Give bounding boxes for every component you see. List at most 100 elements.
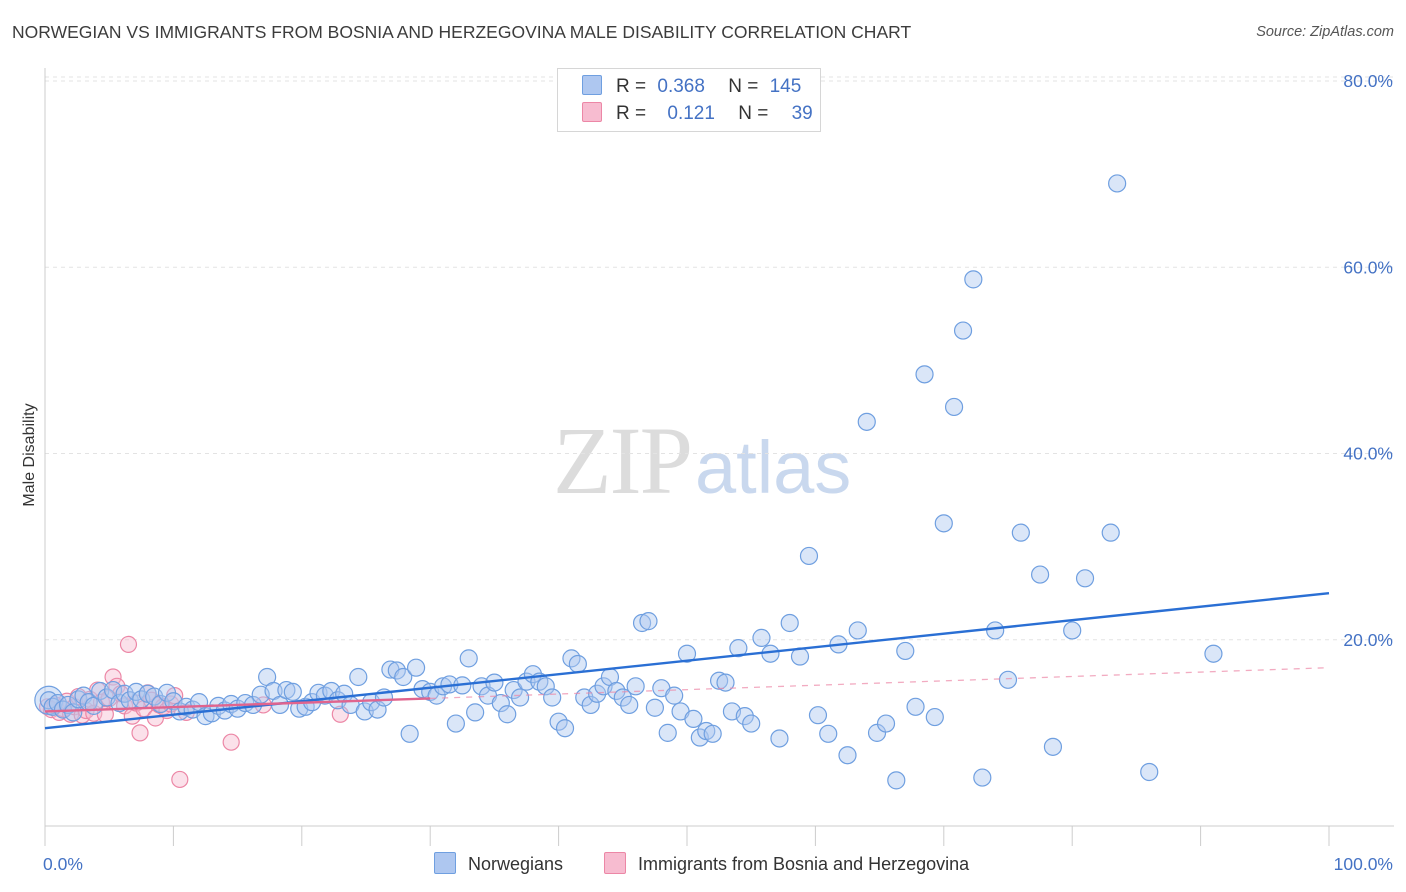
norwegians-point bbox=[973, 768, 992, 787]
norwegians-point bbox=[896, 641, 915, 661]
norwegians-point bbox=[459, 649, 478, 668]
y-tick-label: 20.0% bbox=[1343, 630, 1393, 650]
norwegians-point bbox=[568, 654, 587, 674]
bottom-legend-immigrants: Immigrants from Bosnia and Herzegovina bbox=[604, 852, 969, 875]
norwegians-point bbox=[283, 682, 302, 702]
legend-row-norwegians: R = 0.368 N = 145 bbox=[582, 75, 801, 101]
norwegians-point bbox=[665, 686, 684, 705]
norwegians-point bbox=[780, 613, 799, 633]
norwegians-point bbox=[504, 680, 523, 700]
legend-r-value: 0.121 bbox=[667, 103, 715, 124]
norwegians-point bbox=[1204, 644, 1223, 663]
norwegians-point bbox=[1030, 565, 1050, 584]
norwegians-point bbox=[91, 681, 110, 701]
chart-title: NORWEGIAN VS IMMIGRANTS FROM BOSNIA AND … bbox=[12, 22, 912, 42]
legend-n-label: N = bbox=[738, 103, 769, 124]
norwegians-point bbox=[549, 712, 568, 731]
norwegians-point bbox=[110, 693, 129, 713]
immigrants-point bbox=[222, 733, 240, 751]
norwegians-point bbox=[716, 673, 735, 692]
norwegians-point bbox=[349, 667, 368, 687]
norwegians-point bbox=[658, 723, 677, 742]
norwegians-point bbox=[543, 688, 562, 707]
norwegians-point bbox=[491, 693, 510, 713]
bottom-legend-label-norwegians: Norwegians bbox=[468, 854, 564, 874]
immigrants-trend-line bbox=[44, 697, 431, 713]
norwegians-point bbox=[925, 707, 944, 727]
norwegians-point bbox=[857, 412, 876, 431]
norwegians-point bbox=[742, 714, 761, 733]
norwegians-point bbox=[677, 644, 697, 663]
y-axis-label: Male Disability bbox=[21, 403, 38, 506]
norwegians-point bbox=[632, 613, 652, 633]
norwegians-point bbox=[819, 724, 838, 743]
legend-r-value: 0.368 bbox=[657, 76, 705, 97]
norwegians-point bbox=[536, 677, 555, 696]
norwegians-point bbox=[1140, 762, 1159, 782]
bottom-legend-label-immigrants: Immigrants from Bosnia and Herzegovina bbox=[638, 854, 970, 874]
norwegians-point bbox=[964, 270, 983, 289]
norwegians-point bbox=[400, 724, 419, 743]
norwegians-point bbox=[838, 746, 857, 765]
norwegians-point bbox=[808, 706, 828, 725]
grid-lines bbox=[45, 76, 1394, 641]
y-tick-label: 60.0% bbox=[1343, 257, 1393, 277]
norwegians-point bbox=[607, 681, 626, 701]
immigrants-trend-extension bbox=[430, 667, 1330, 700]
norwegians-point bbox=[709, 671, 729, 690]
immigrants-point bbox=[171, 770, 189, 789]
norwegians-point bbox=[703, 724, 722, 743]
norwegians-point bbox=[1075, 569, 1095, 588]
legend-swatch-norwegians bbox=[582, 75, 602, 95]
legend-row-immigrants: R = 0.121 N = 39 bbox=[582, 102, 813, 128]
x-tick-label-min: 0.0% bbox=[43, 854, 83, 874]
norwegians-point bbox=[887, 771, 906, 790]
y-tick-label: 80.0% bbox=[1343, 71, 1393, 91]
norwegians-point bbox=[848, 621, 867, 640]
norwegians-point bbox=[998, 670, 1018, 689]
x-tick-label-max: 100.0% bbox=[1334, 854, 1393, 874]
legend-n-value: 145 bbox=[769, 76, 802, 97]
chart-source: Source: ZipAtlas.com bbox=[1256, 24, 1394, 40]
norwegians-point bbox=[581, 695, 600, 715]
norwegians-point bbox=[752, 628, 771, 647]
norwegians-point bbox=[626, 677, 645, 696]
norwegians-point bbox=[277, 680, 296, 700]
norwegians-point bbox=[1043, 737, 1063, 756]
axes bbox=[44, 68, 1394, 846]
axis-labels: 20.0% 40.0% 60.0% 80.0% 0.0% 100.0% Male Disab… bbox=[21, 71, 1393, 874]
norwegians-points bbox=[34, 174, 1223, 790]
norwegians-point bbox=[1063, 621, 1082, 640]
norwegians-point bbox=[770, 729, 789, 748]
norwegians-trend-line bbox=[44, 591, 1330, 730]
norwegians-point bbox=[510, 688, 530, 707]
norwegians-point bbox=[735, 707, 754, 726]
norwegians-point bbox=[953, 321, 973, 340]
norwegians-point bbox=[639, 612, 658, 631]
norwegians-point bbox=[588, 684, 607, 703]
norwegians-point bbox=[387, 661, 406, 680]
norwegians-point bbox=[645, 698, 665, 717]
norwegians-point bbox=[799, 546, 819, 566]
norwegians-point bbox=[934, 514, 953, 533]
norwegians-point bbox=[555, 719, 575, 738]
norwegians-point bbox=[446, 714, 465, 733]
immigrants-point bbox=[119, 635, 138, 654]
norwegians-point bbox=[613, 688, 632, 707]
y-tick-label: 40.0% bbox=[1343, 444, 1393, 464]
norwegians-point bbox=[1011, 523, 1030, 542]
bottom-legend-swatch-immigrants bbox=[604, 852, 626, 874]
norwegians-point bbox=[944, 397, 964, 417]
legend-r-label: R = bbox=[616, 103, 647, 124]
norwegians-point bbox=[406, 658, 426, 677]
norwegians-point bbox=[620, 695, 639, 715]
legend-n-label: N = bbox=[728, 76, 759, 97]
legend-n-value: 39 bbox=[791, 103, 813, 124]
norwegians-point bbox=[986, 621, 1005, 640]
norwegians-point bbox=[876, 714, 896, 733]
norwegians-point bbox=[394, 667, 413, 687]
norwegians-point bbox=[915, 365, 934, 384]
norwegians-point bbox=[1101, 523, 1120, 542]
bottom-legend-norwegians: Norwegians bbox=[434, 852, 563, 875]
